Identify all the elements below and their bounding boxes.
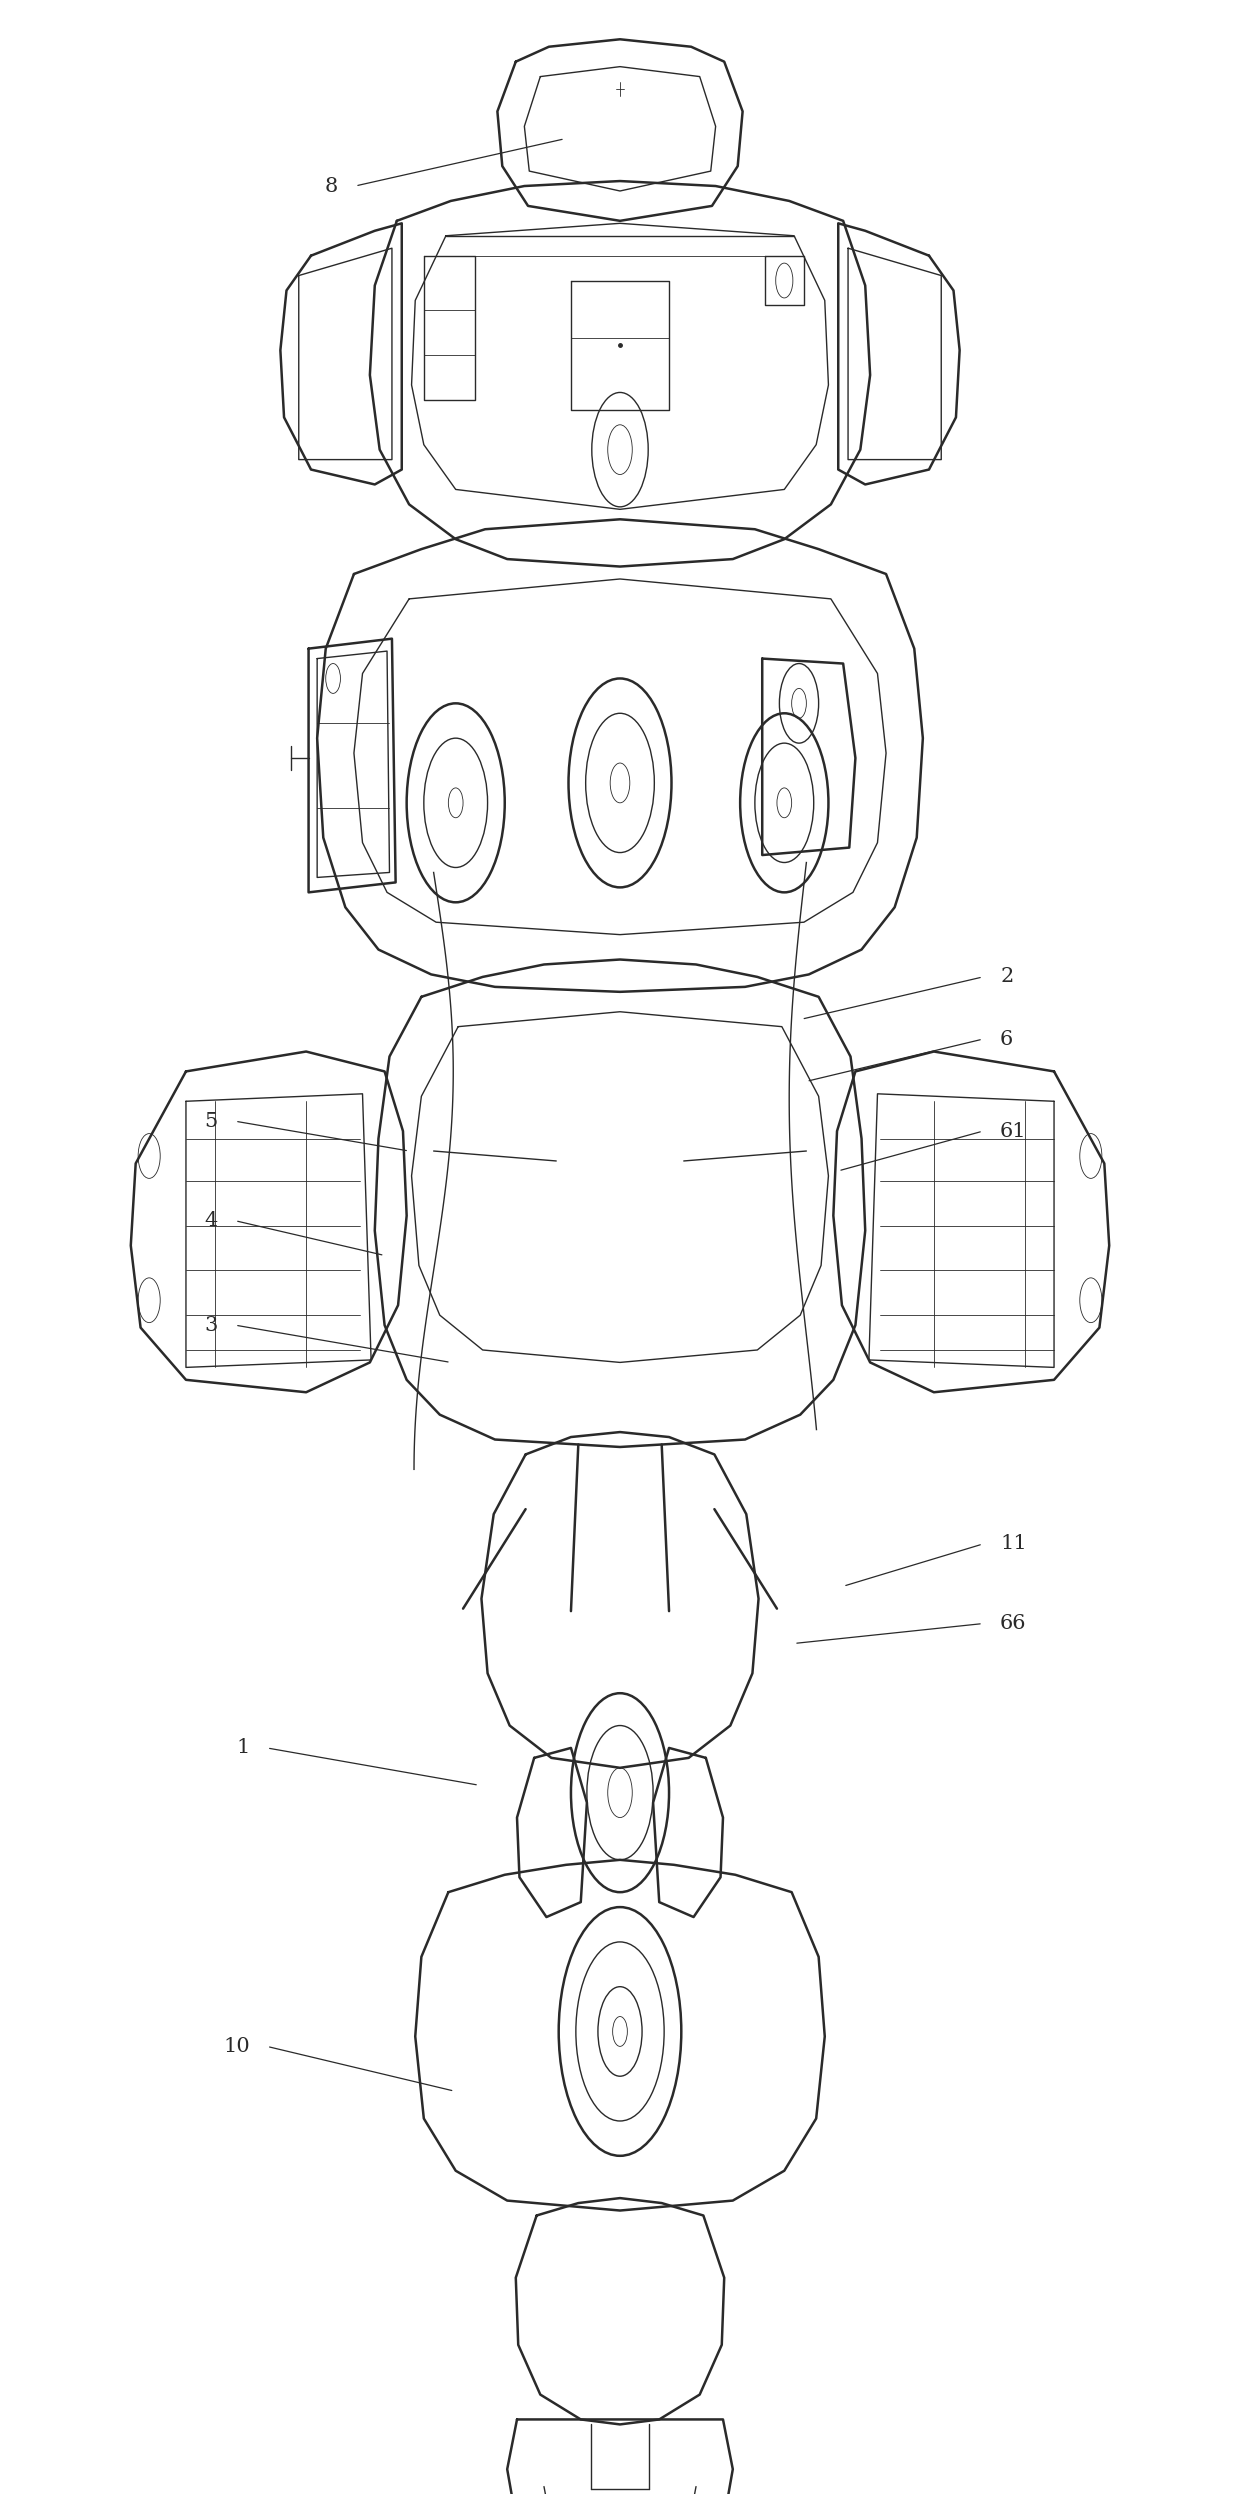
Text: 11: 11 [1001,1536,1027,1553]
Text: 8: 8 [325,178,339,195]
Text: 1: 1 [237,1738,249,1758]
Text: 61: 61 [1001,1120,1027,1140]
Text: 66: 66 [1001,1613,1027,1633]
Text: 4: 4 [205,1210,218,1230]
Text: 10: 10 [223,2036,249,2056]
Text: 6: 6 [1001,1030,1013,1048]
Text: 5: 5 [205,1110,218,1130]
Text: 2: 2 [1001,968,1013,985]
Text: 3: 3 [205,1316,218,1336]
